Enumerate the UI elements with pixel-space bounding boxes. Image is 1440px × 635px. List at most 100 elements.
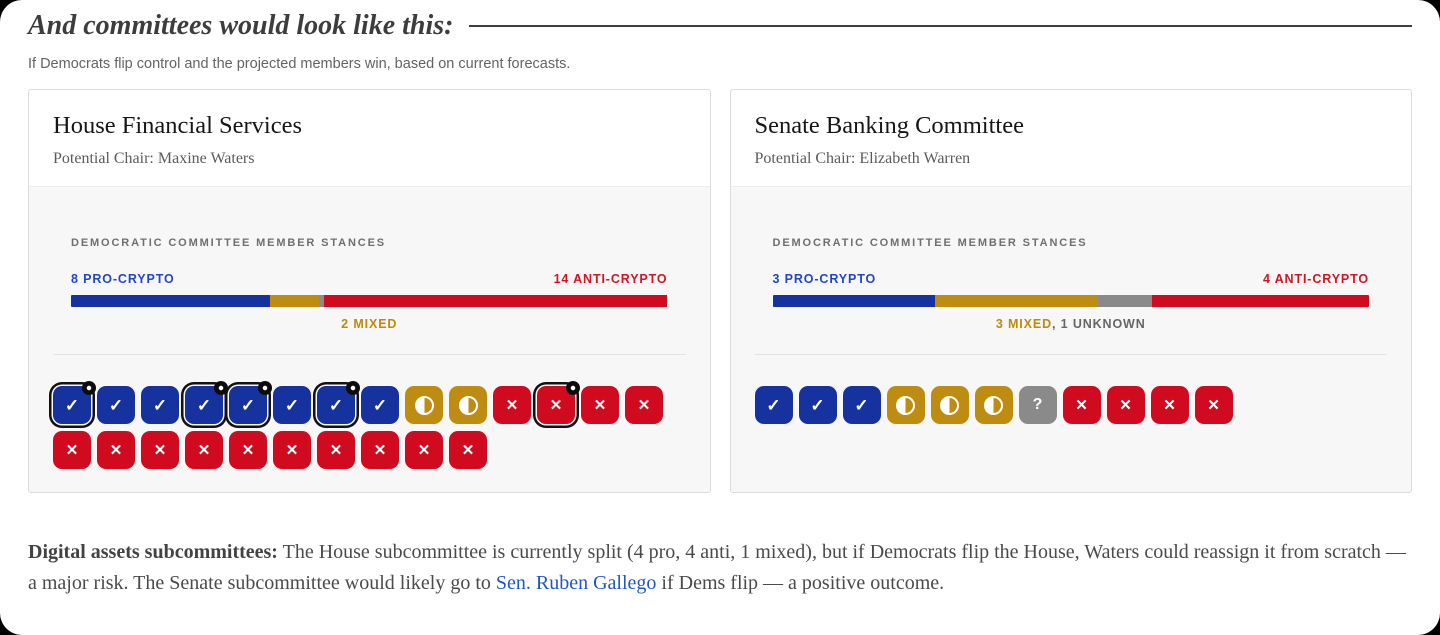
check-icon: ✓ xyxy=(328,395,344,415)
x-icon: ✕ xyxy=(1207,396,1220,414)
member-tile-pro-highlighted[interactable]: ✓ xyxy=(317,381,360,424)
x-icon: ✕ xyxy=(637,396,651,414)
committee-card-house: House Financial Services Potential Chair… xyxy=(28,89,711,493)
stance-bar-segment-mixed xyxy=(935,295,1099,307)
mixed-count-row: 2 MIXED xyxy=(71,317,668,331)
x-icon: ✕ xyxy=(505,396,519,414)
member-tile-mixed[interactable] xyxy=(974,386,1013,424)
member-tile-anti[interactable]: ✕ xyxy=(97,431,135,469)
member-tile-mixed[interactable] xyxy=(405,386,443,424)
footer-bold-lead: Digital assets subcommittees: xyxy=(28,541,278,563)
stance-bar-segment-anti xyxy=(1152,295,1369,307)
member-tile-pro[interactable]: ✓ xyxy=(273,386,311,424)
footer-text-2: if Dems flip — a positive outcome. xyxy=(656,572,945,594)
stance-scale-labels: 8 PRO-CRYPTO 14 ANTI-CRYPTO xyxy=(71,272,668,286)
member-tile-anti-highlighted[interactable]: ✕ xyxy=(537,381,580,424)
mixed-count-label: 2 MIXED xyxy=(341,317,398,331)
member-tile-anti[interactable]: ✕ xyxy=(317,431,355,469)
mixed-count-row: 3 MIXED, 1 UNKNOWN xyxy=(773,317,1370,331)
member-tile-grid: ✓ ✓ ✓? ✕ ✕ ✕ ✕ xyxy=(754,386,1388,424)
halfmoon-icon xyxy=(984,395,1003,415)
stance-bar xyxy=(772,295,1370,307)
member-tile-pro-highlighted[interactable]: ✓ xyxy=(185,381,228,424)
x-icon: ✕ xyxy=(593,396,607,414)
member-tile-anti[interactable]: ✕ xyxy=(185,431,223,469)
member-tile-anti[interactable]: ✕ xyxy=(53,431,91,469)
highlight-badge xyxy=(566,381,580,395)
check-icon: ✓ xyxy=(372,395,388,415)
question-icon: ? xyxy=(1032,396,1043,413)
stance-bar-segment-pro xyxy=(772,295,936,307)
member-tile-unknown[interactable]: ? xyxy=(1018,386,1057,424)
member-tile-anti[interactable]: ✕ xyxy=(1106,386,1145,424)
member-tile-pro[interactable]: ✓ xyxy=(754,386,793,424)
footer-link[interactable]: Sen. Ruben Gallego xyxy=(495,572,657,594)
x-icon: ✕ xyxy=(417,441,431,459)
section-heading: And committees would look like this: xyxy=(28,10,454,41)
x-icon: ✕ xyxy=(1119,396,1132,414)
stance-bar-segment-mixed xyxy=(269,295,320,307)
stance-bar-segment-pro xyxy=(71,295,270,307)
member-tile-pro-highlighted[interactable]: ✓ xyxy=(53,381,96,424)
check-icon: ✓ xyxy=(240,395,256,415)
member-tile-pro[interactable]: ✓ xyxy=(798,386,837,424)
x-icon: ✕ xyxy=(65,441,79,459)
member-tile-anti[interactable]: ✕ xyxy=(361,431,399,469)
highlight-badge xyxy=(346,381,360,395)
stance-bar xyxy=(71,295,668,307)
highlight-badge xyxy=(258,381,272,395)
check-icon: ✓ xyxy=(64,395,80,415)
pro-count-label: 3 PRO-CRYPTO xyxy=(772,272,877,286)
card-body: DEMOCRATIC COMMITTEE MEMBER STANCES 3 PR… xyxy=(731,187,1412,492)
footer-text-1: The House subcommittee is currently spli… xyxy=(28,541,1406,594)
stance-section-label: DEMOCRATIC COMMITTEE MEMBER STANCES xyxy=(71,237,386,249)
check-icon: ✓ xyxy=(766,395,781,415)
x-icon: ✕ xyxy=(1163,396,1176,414)
member-tile-pro[interactable]: ✓ xyxy=(141,386,179,424)
member-tile-anti[interactable]: ✕ xyxy=(581,386,619,424)
member-tile-anti[interactable]: ✕ xyxy=(273,431,311,469)
member-tile-mixed[interactable] xyxy=(886,386,925,424)
x-icon: ✕ xyxy=(285,441,299,459)
stance-section: DEMOCRATIC COMMITTEE MEMBER STANCES 8 PR… xyxy=(71,237,668,331)
stance-bar-segment-unknown xyxy=(319,295,325,307)
section-divider xyxy=(754,354,1387,355)
member-tile-mixed[interactable] xyxy=(449,386,487,424)
member-tile-mixed[interactable] xyxy=(930,386,969,424)
heading-rule xyxy=(469,25,1412,27)
halfmoon-icon xyxy=(896,395,915,415)
card-header: House Financial Services Potential Chair… xyxy=(29,90,710,187)
member-tile-anti[interactable]: ✕ xyxy=(1194,386,1233,424)
card-header: Senate Banking Committee Potential Chair… xyxy=(730,90,1411,187)
member-tile-grid: ✓ ✓ ✓ ✓ ✓ ✓ ✓ ✓ ✕ ✕ ✕ ✕ ✕ ✕ ✕ ✕ ✕ ✕ ✕ ✕ ✕ ✕ xyxy=(53,381,686,469)
member-tile-anti[interactable]: ✕ xyxy=(625,386,663,424)
check-icon: ✓ xyxy=(810,395,825,415)
member-tile-pro-highlighted[interactable]: ✓ xyxy=(229,381,272,424)
anti-count-label: 4 ANTI-CRYPTO xyxy=(1262,272,1369,286)
highlight-badge xyxy=(214,381,228,395)
member-tile-pro[interactable]: ✓ xyxy=(97,386,135,424)
member-tile-anti[interactable]: ✕ xyxy=(229,431,267,469)
halfmoon-icon xyxy=(458,395,478,415)
x-icon: ✕ xyxy=(1075,396,1088,414)
member-tile-anti[interactable]: ✕ xyxy=(449,431,487,469)
stance-bar-segment-unknown xyxy=(1098,295,1153,307)
stance-section: DEMOCRATIC COMMITTEE MEMBER STANCES 3 PR… xyxy=(772,237,1370,331)
mixed-count-label: 3 MIXED xyxy=(995,317,1052,331)
member-tile-pro[interactable]: ✓ xyxy=(361,386,399,424)
member-tile-pro[interactable]: ✓ xyxy=(842,386,881,424)
x-icon: ✕ xyxy=(153,441,167,459)
check-icon: ✓ xyxy=(152,395,168,415)
halfmoon-icon xyxy=(940,395,959,415)
member-tile-anti[interactable]: ✕ xyxy=(405,431,443,469)
x-icon: ✕ xyxy=(109,441,123,459)
section-divider xyxy=(53,354,686,355)
member-tile-anti[interactable]: ✕ xyxy=(493,386,531,424)
committee-title: Senate Banking Committee xyxy=(754,112,1024,139)
member-tile-anti[interactable]: ✕ xyxy=(141,431,179,469)
card-body: DEMOCRATIC COMMITTEE MEMBER STANCES 8 PR… xyxy=(29,187,710,492)
committee-card-senate: Senate Banking Committee Potential Chair… xyxy=(729,89,1412,493)
member-tile-anti[interactable]: ✕ xyxy=(1150,386,1189,424)
member-tile-anti[interactable]: ✕ xyxy=(1062,386,1101,424)
